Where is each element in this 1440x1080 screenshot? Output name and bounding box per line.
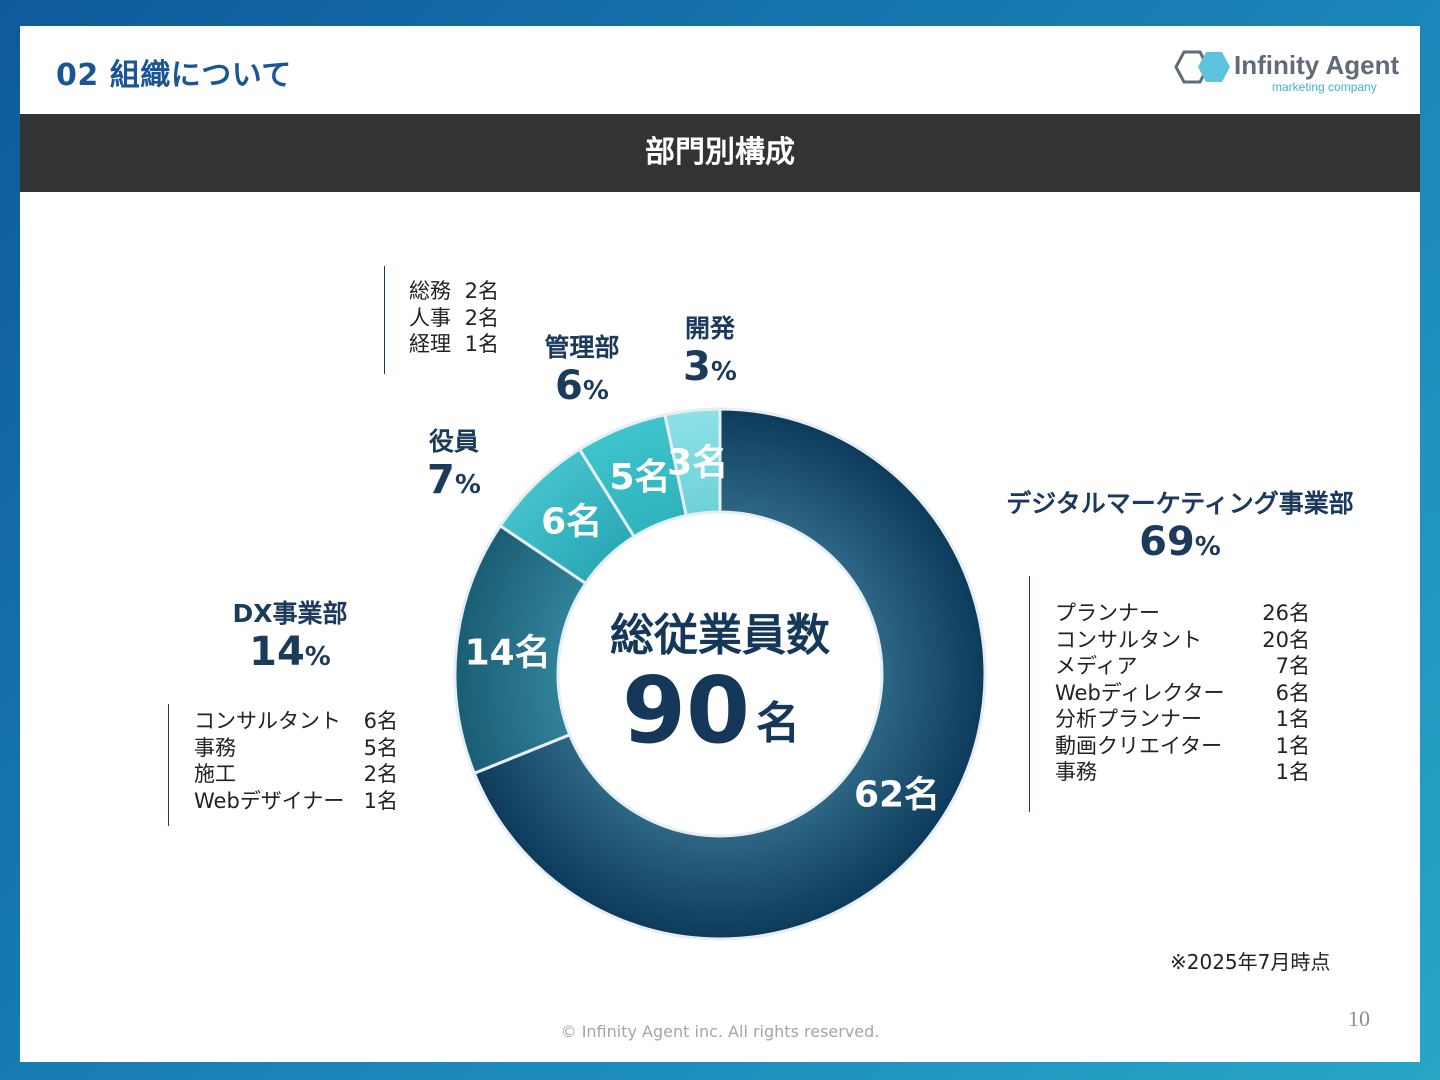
detail-row: 動画クリエイター 1名	[1055, 733, 1310, 760]
detail-row: Webデザイナー 1名	[194, 788, 398, 815]
slice-digital	[472, 407, 987, 941]
label-admin-percent: 6	[555, 363, 583, 409]
label-admin-name: 管理部	[544, 333, 620, 362]
label-exec-percent: 7	[427, 457, 455, 503]
label-dev-name: 開発	[684, 314, 735, 343]
divider-digital	[1029, 576, 1030, 812]
details-digital: プランナー 26名 コンサルタント 20名 メディア 7名 Webディレクター 6名 分析プラン…	[1055, 600, 1310, 786]
detail-count: 26名	[1262, 601, 1310, 625]
detail-row: 経理 1名	[409, 331, 499, 358]
label-dx-name: DX事業部	[232, 599, 348, 628]
slice-digital-value-label: 62名	[854, 774, 940, 815]
detail-role: コンサルタント	[1055, 627, 1202, 652]
detail-row: 分析プランナー 1名	[1055, 706, 1310, 733]
slice-dev-value-label: 3名	[667, 443, 728, 484]
detail-count: 2名	[464, 305, 499, 330]
detail-count: 6名	[363, 709, 398, 733]
detail-count: 6名	[1275, 680, 1310, 705]
detail-count: 2名	[363, 762, 398, 786]
detail-count: 1名	[464, 332, 499, 356]
detail-count: 1名	[1275, 733, 1310, 758]
slice-dx-value-label: 14名	[465, 633, 551, 674]
label-dev: 開発 3%	[650, 313, 770, 394]
label-digital-percent: 69	[1139, 519, 1195, 565]
detail-role: 人事	[409, 305, 451, 330]
detail-count: 1名	[1275, 760, 1310, 784]
detail-row: 事務 1名	[1055, 759, 1310, 786]
detail-role: 経理	[409, 332, 451, 356]
detail-role: Webディレクター	[1055, 680, 1225, 705]
detail-count: 20名	[1262, 627, 1310, 652]
detail-role: 動画クリエイター	[1055, 733, 1223, 758]
detail-role: メディア	[1055, 654, 1138, 678]
detail-count: 1名	[1275, 707, 1310, 731]
center-total: 90	[622, 657, 750, 764]
slice-dev	[663, 407, 722, 518]
label-admin: 管理部 6%	[517, 332, 647, 413]
detail-role: 総務	[409, 279, 451, 303]
logo-text: Infinity Agent	[1234, 50, 1400, 80]
detail-row: 施工 2名	[194, 761, 398, 788]
slice-exec-value-label: 6名	[541, 501, 602, 542]
detail-role: 施工	[194, 762, 236, 786]
detail-row: コンサルタント 20名	[1055, 627, 1310, 654]
divider-admin	[384, 266, 385, 374]
copyright: © Infinity Agent inc. All rights reserve…	[560, 1022, 880, 1041]
logo-subtext: marketing company	[1272, 80, 1377, 94]
label-digital-name: デジタルマーケティング事業部	[1006, 489, 1354, 518]
detail-row: 総務 2名	[409, 278, 499, 305]
banner-title: 部門別構成	[20, 114, 1420, 192]
center-label: 総従業員数	[610, 610, 830, 661]
section-title: 02 組織について	[56, 58, 292, 93]
detail-count: 5名	[363, 735, 398, 760]
slice-admin-value-label: 5名	[609, 457, 670, 498]
detail-role: コンサルタント	[194, 709, 341, 733]
detail-row: 人事 2名	[409, 305, 499, 332]
detail-row: 事務 5名	[194, 735, 398, 762]
detail-role: 事務	[194, 735, 236, 760]
logo-hexagon-icon	[1174, 50, 1230, 84]
detail-count: 1名	[363, 788, 398, 813]
detail-row: プランナー 26名	[1055, 600, 1310, 627]
details-dx: コンサルタント 6名事務 5名施工 2名 Webデザイナー 1名	[194, 708, 398, 814]
detail-row: Webディレクター 6名	[1055, 680, 1310, 707]
center-unit: 名	[756, 698, 800, 749]
slide: 02 組織について Infinity Agent marketing compa…	[20, 26, 1420, 1062]
detail-role: 事務	[1055, 760, 1097, 784]
slice-dx	[453, 523, 588, 776]
label-dev-percent: 3	[683, 344, 711, 390]
label-dx: DX事業部 14%	[190, 598, 390, 679]
detail-role: Webデザイナー	[194, 788, 345, 813]
date-note: ※2025年7月時点	[1170, 950, 1331, 974]
page-number: 10	[1348, 1006, 1370, 1031]
divider-dx	[168, 704, 169, 826]
detail-count: 7名	[1275, 654, 1310, 678]
detail-role: プランナー	[1055, 601, 1160, 625]
detail-row: コンサルタント 6名	[194, 708, 398, 735]
details-admin: 総務 2名 人事 2名 経理 1名	[409, 278, 499, 358]
detail-row: メディア 7名	[1055, 653, 1310, 680]
company-logo: Infinity Agent marketing company	[1172, 44, 1402, 104]
label-dx-percent: 14	[249, 629, 305, 675]
label-exec-name: 役員	[428, 427, 479, 456]
label-digital: デジタルマーケティング事業部 69%	[980, 488, 1380, 569]
detail-role: 分析プランナー	[1055, 707, 1202, 731]
label-exec: 役員 7%	[394, 426, 514, 507]
detail-count: 2名	[464, 279, 499, 303]
